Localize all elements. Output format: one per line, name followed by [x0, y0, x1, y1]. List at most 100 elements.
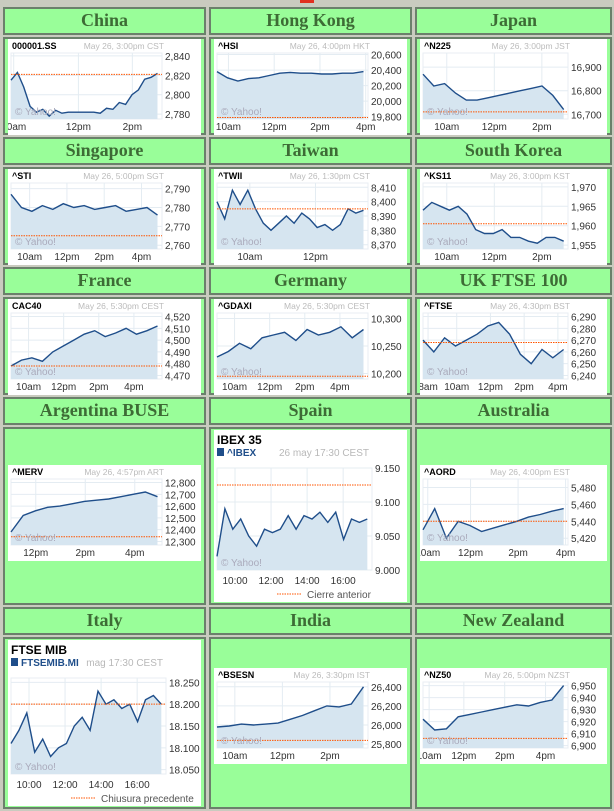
chart--nz50[interactable]: ^NZ50 May 26, 5:00pm NZST 6,950 6,940 6,930 6…	[417, 668, 607, 764]
yahoo-watermark: © Yahoo!	[221, 367, 262, 378]
chart--n225[interactable]: ^N225 May 26, 3:00pm JST 16,900 16,800 16,70…	[420, 39, 607, 135]
x-tick-label: 12pm	[262, 122, 287, 133]
y-tick-label: 5,460	[571, 500, 596, 511]
series-area	[217, 508, 368, 570]
region-header-spain: Spain	[209, 397, 412, 425]
y-tick-label: 8,380	[371, 226, 396, 237]
x-tick-label: 2pm	[514, 382, 533, 393]
yahoo-watermark: © Yahoo!	[15, 237, 56, 248]
y-tick-label: 16,900	[571, 63, 602, 74]
series-line	[10, 491, 158, 533]
series-line	[10, 325, 158, 367]
y-tick-label: 18.100	[169, 744, 200, 755]
y-tick-label: 6,280	[571, 324, 596, 335]
timestamp: May 26, 3:30pm IST	[293, 670, 370, 680]
x-tick-label: 10:00	[223, 576, 248, 587]
region-header-france: France	[3, 267, 206, 295]
x-tick-label: 12pm	[451, 751, 476, 762]
chart-svg: ^NZ50 May 26, 5:00pm NZST6,9506,9406,9306…	[417, 670, 597, 762]
x-tick-label: 12pm	[478, 382, 503, 393]
y-tick-label: 12,400	[165, 526, 196, 537]
timestamp: May 26, 3:00pm CST	[84, 41, 164, 51]
chart--hsi[interactable]: ^HSI May 26, 4:00pm HKT 20,600 20,400 20,200…	[214, 39, 407, 135]
ticker-label: 000001.SS	[12, 41, 57, 51]
chart--ftse[interactable]: ^FTSE May 26, 4:30pm BST 6,290 6,280 6,270 6,…	[418, 299, 607, 395]
y-tick-label: 2,840	[165, 52, 190, 63]
x-tick-label: 2pm	[532, 252, 551, 263]
chart--bsesn[interactable]: ^BSESN May 26, 3:30pm IST 26,400 26,200 26,0…	[214, 668, 407, 764]
ticker-label: ^N225	[424, 41, 451, 51]
y-tick-label: 2,790	[165, 185, 190, 196]
y-tick-label: 1,960	[571, 222, 596, 233]
x-tick-label: 10am	[420, 751, 442, 762]
x-tick-label: 12:00	[259, 576, 284, 587]
chart-ftsemib-mi[interactable]: FTSE MIB FTSEMIB.MI mag 17:30 CEST Chiusura…	[8, 640, 201, 806]
chart--aord[interactable]: ^AORD May 26, 4:00pm EST 5,480 5,460 5,440 5,…	[415, 465, 607, 561]
y-tick-label: 4,470	[165, 371, 190, 382]
series-line	[216, 686, 365, 728]
y-tick-label: 2,770	[165, 222, 190, 233]
chart-svg: ^MERV May 26, 4:57pm ART12,80012,70012,60…	[10, 467, 196, 559]
x-tick-label: 2pm	[89, 382, 108, 393]
x-tick-label: 12pm	[257, 382, 282, 393]
y-tick-label: 4,480	[165, 360, 190, 371]
yahoo-watermark: © Yahoo!	[427, 736, 468, 747]
series-line	[10, 71, 158, 118]
y-tick-label: 10,200	[371, 370, 402, 381]
x-tick-label: 12pm	[482, 252, 507, 263]
y-tick-label: 6,290	[571, 313, 596, 324]
chart-cell-india: ^BSESN May 26, 3:30pm IST 26,400 26,200 26,0…	[209, 637, 412, 809]
chart--merv[interactable]: ^MERV May 26, 4:57pm ART 12,800 12,700 12,60…	[8, 465, 201, 561]
chart-cell-argentina-buse: ^MERV May 26, 4:57pm ART 12,800 12,700 12,60…	[3, 427, 206, 605]
x-tick-label: 10:00	[17, 780, 42, 791]
chart-cac40[interactable]: CAC40 May 26, 5:30pm CEST 4,520 4,510 4,500 4…	[8, 299, 201, 395]
y-tick-label: 10,250	[371, 342, 402, 353]
x-tick-label: 2pm	[76, 548, 95, 559]
y-tick-label: 12,800	[165, 479, 196, 490]
series-line	[422, 506, 564, 540]
timestamp: May 26, 5:30pm CEST	[78, 301, 164, 311]
y-tick-label: 6,930	[571, 706, 596, 717]
chart-cell-new-zealand: ^NZ50 May 26, 5:00pm NZST 6,950 6,940 6,930 6…	[415, 637, 612, 809]
x-tick-label: 14:00	[295, 576, 320, 587]
x-tick-label: 2pm	[532, 122, 551, 133]
x-tick-label: 10am	[444, 382, 469, 393]
y-tick-label: 1,970	[571, 183, 596, 194]
y-tick-label: 6,250	[571, 360, 596, 371]
chart--ks11[interactable]: ^KS11 May 26, 3:00pm KST 1,970 1,965 1,960 1,…	[420, 169, 607, 265]
series-line	[216, 325, 364, 358]
legend-prev-close: Cierre anterior	[307, 590, 372, 601]
ticker-label: ^FTSE	[424, 301, 452, 311]
y-tick-label: 20,600	[371, 51, 402, 62]
x-tick-label: 8am	[420, 382, 438, 393]
x-tick-label: 12pm	[54, 252, 79, 263]
y-tick-label: 6,900	[571, 742, 596, 753]
yahoo-watermark: © Yahoo!	[221, 558, 262, 569]
region-header-new-zealand: New Zealand	[415, 607, 612, 635]
x-tick-label: 4pm	[125, 548, 144, 559]
ticker-label: ^AORD	[424, 467, 456, 477]
y-tick-label: 18.050	[169, 766, 200, 777]
ticker-label: FTSEMIB.MI	[21, 658, 79, 669]
x-tick-label: 10am	[237, 252, 262, 263]
chart--ibex[interactable]: IBEX 35 ^IBEX 26 may 17:30 CEST Cierre ante…	[214, 430, 407, 602]
x-tick-label: 2pm	[310, 122, 329, 133]
y-tick-label: 16,800	[571, 87, 602, 98]
series-area	[217, 71, 364, 119]
timestamp: 26 may 17:30 CEST	[279, 448, 369, 459]
x-tick-label: 10am	[222, 751, 247, 762]
y-tick-label: 6,910	[571, 730, 596, 741]
y-tick-label: 18.150	[169, 722, 200, 733]
chart-cell-uk-ftse-100: ^FTSE May 26, 4:30pm BST 6,290 6,280 6,270 6,…	[415, 297, 612, 395]
x-tick-label: 10am	[434, 122, 459, 133]
y-tick-label: 6,270	[571, 336, 596, 347]
chart-000001-ss[interactable]: 000001.SS May 26, 3:00pm CST 2,840 2,820 2,8…	[1, 39, 201, 135]
chart-cell-taiwan: ^TWII May 26, 1:30pm CST 8,410 8,400 8,390 8,…	[209, 167, 412, 265]
region-header-taiwan: Taiwan	[209, 137, 412, 165]
chart--sti[interactable]: ^STI May 26, 5:00pm SGT 2,790 2,780 2,770 2,7…	[8, 169, 201, 265]
y-tick-label: 6,240	[571, 371, 596, 382]
chart--twii[interactable]: ^TWII May 26, 1:30pm CST 8,410 8,400 8,390 8,…	[214, 169, 407, 265]
chart--gdaxi[interactable]: ^GDAXI May 26, 5:30pm CEST 10,300 10,250 10,…	[214, 299, 407, 395]
